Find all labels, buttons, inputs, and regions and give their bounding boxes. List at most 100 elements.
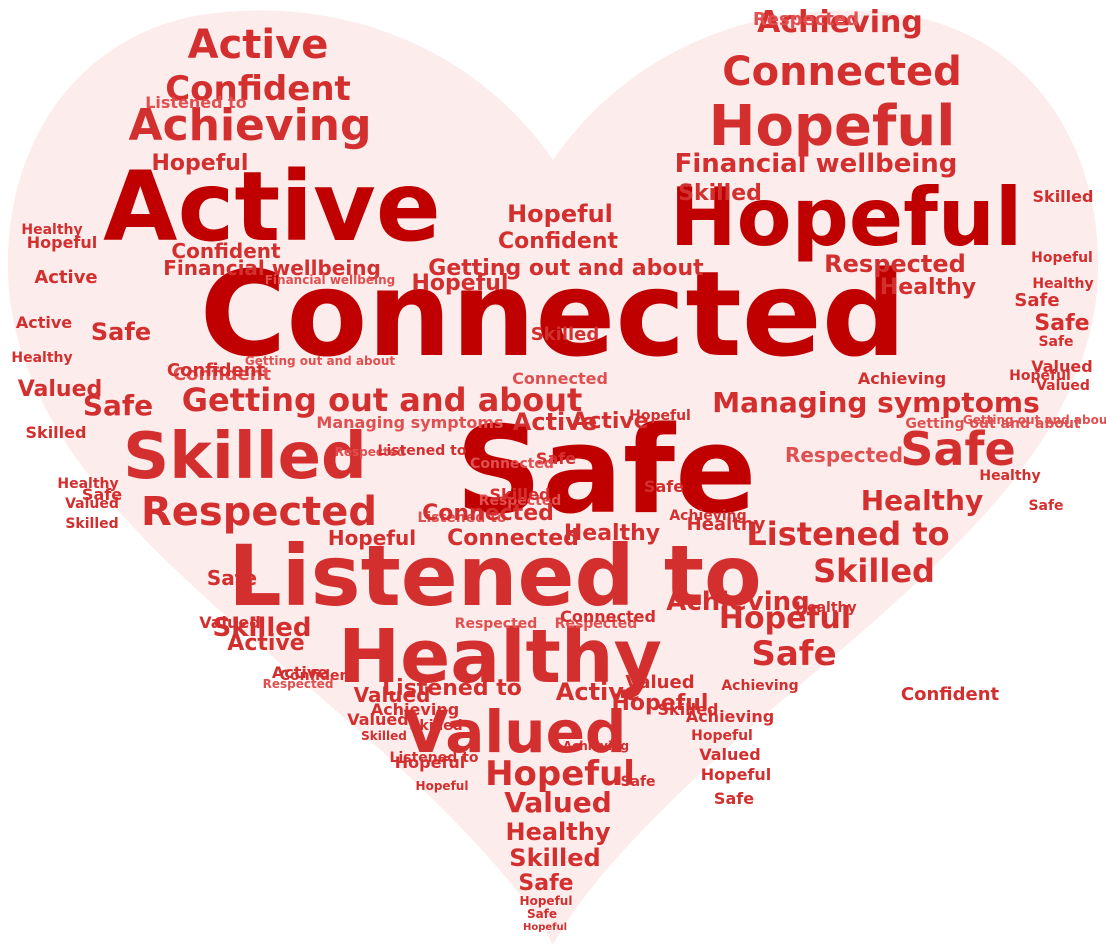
heart-shape: [7, 10, 1099, 945]
cloud-word: Confident: [498, 229, 619, 254]
cloud-word: Active: [571, 409, 648, 434]
cloud-word: Healthy: [795, 600, 856, 616]
cloud-word: Connected: [470, 456, 554, 472]
cloud-word: Hopeful: [629, 408, 691, 424]
cloud-word: Respected: [555, 616, 638, 632]
cloud-word: Safe: [900, 422, 1015, 476]
cloud-word: Skilled: [658, 700, 719, 719]
cloud-word: Respected: [824, 250, 966, 278]
cloud-word: Safe: [1034, 311, 1089, 336]
cloud-word: Respected: [263, 677, 334, 691]
cloud-word: Hopeful: [507, 200, 613, 228]
cloud-word: Valued: [699, 745, 760, 764]
cloud-word: Healthy: [338, 614, 662, 700]
cloud-word: Healthy: [1032, 276, 1093, 292]
cloud-word: Getting out and about: [905, 416, 1081, 432]
cloud-word: Safe: [91, 318, 151, 346]
cloud-word: Achieving: [563, 739, 629, 753]
cloud-word: Valued: [18, 377, 103, 402]
cloud-word: Respected: [479, 493, 562, 509]
cloud-word: Valued: [1031, 357, 1092, 376]
cloud-word: Connected: [560, 607, 656, 626]
cloud-word: Connected: [722, 49, 962, 95]
cloud-word: Hopeful: [395, 753, 466, 772]
cloud-word: Safe: [207, 566, 257, 590]
cloud-word: Managing symptoms: [712, 386, 1040, 419]
cloud-word: Skilled: [509, 844, 600, 872]
cloud-word: Valued: [65, 496, 119, 512]
cloud-word: Respected: [455, 616, 538, 632]
cloud-word: Financial wellbeing: [265, 273, 396, 287]
cloud-word: Getting out and about: [245, 354, 395, 368]
cloud-word: Safe: [1038, 334, 1073, 350]
cloud-word: Valued: [1036, 378, 1090, 394]
cloud-word: Hopeful: [485, 754, 635, 794]
cloud-word: Safe: [751, 634, 836, 674]
cloud-word: Hopeful: [691, 728, 753, 744]
cloud-word: Respected: [335, 445, 406, 459]
cloud-word: Active: [103, 151, 441, 263]
cloud-word: Valued: [504, 786, 612, 819]
cloud-word: Healthy: [57, 476, 118, 492]
cloud-word: Connected: [200, 245, 907, 383]
cloud-word: Valued: [199, 613, 260, 632]
cloud-word: Skilled: [65, 516, 118, 532]
cloud-word: Listened to: [746, 515, 949, 553]
cloud-word: Safe: [1014, 290, 1059, 311]
cloud-word: Skilled: [531, 324, 600, 345]
cloud-word: Connected: [447, 526, 579, 551]
cloud-word: Confident: [280, 668, 357, 684]
cloud-word: Valued: [347, 710, 408, 729]
cloud-word: Skilled: [813, 552, 935, 590]
cloud-word: Financial wellbeing: [675, 149, 958, 179]
cloud-word: Getting out and about: [963, 413, 1106, 427]
cloud-word: Skilled: [1033, 187, 1094, 206]
cloud-word: Listened to: [228, 527, 761, 625]
cloud-word: Respected: [753, 9, 859, 30]
cloud-word: Hopeful: [152, 151, 249, 176]
cloud-word: Skilled: [678, 181, 762, 206]
cloud-word: Hopeful: [412, 271, 509, 296]
cloud-word: Active: [227, 631, 304, 656]
cloud-word: Safe: [620, 774, 655, 790]
cloud-word: Valued: [625, 672, 694, 693]
cloud-word: Healthy: [880, 275, 976, 300]
cloud-word: Skilled: [26, 423, 87, 442]
cloud-word: Confident: [173, 364, 272, 385]
cloud-word: Respected: [141, 489, 377, 535]
cloud-word: Hopeful: [670, 171, 1023, 264]
cloud-word: Safe: [527, 907, 557, 921]
cloud-word: Active: [16, 313, 72, 332]
cloud-word: Skilled: [490, 485, 551, 504]
cloud-word: Safe: [456, 402, 757, 541]
cloud-word: Hopeful: [520, 894, 573, 908]
cloud-word: Hopeful: [701, 765, 772, 784]
cloud-word: Safe: [714, 789, 754, 808]
cloud-word: Active: [513, 408, 597, 436]
cloud-word: Hopeful: [1031, 250, 1093, 266]
cloud-word: Connected: [422, 501, 554, 526]
cloud-word: Skilled: [361, 729, 407, 743]
cloud-word: Healthy: [687, 514, 766, 535]
cloud-word: Hopeful: [27, 233, 98, 252]
cloud-word: Hopeful: [719, 601, 851, 636]
cloud-word: Active: [556, 678, 640, 706]
cloud-word: Skilled: [213, 613, 312, 643]
cloud-word: Confident: [165, 69, 351, 109]
cloud-word: Listened to: [378, 443, 467, 459]
cloud-word: Valued: [354, 683, 431, 707]
cloud-word: Safe: [83, 389, 153, 422]
cloud-word: Connected: [512, 369, 608, 388]
cloud-word: Confident: [167, 360, 266, 381]
cloud-word: Healthy: [21, 222, 82, 238]
cloud-word: Safe: [518, 871, 573, 896]
cloud-word: Skilled: [409, 718, 462, 734]
cloud-word: Healthy: [506, 818, 611, 846]
cloud-word: Hopeful: [1009, 368, 1071, 384]
cloud-word: Achieving: [721, 678, 798, 694]
cloud-word: Listened to: [390, 750, 479, 766]
cloud-word: Hopeful: [523, 922, 567, 933]
cloud-word: Safe: [536, 449, 576, 468]
